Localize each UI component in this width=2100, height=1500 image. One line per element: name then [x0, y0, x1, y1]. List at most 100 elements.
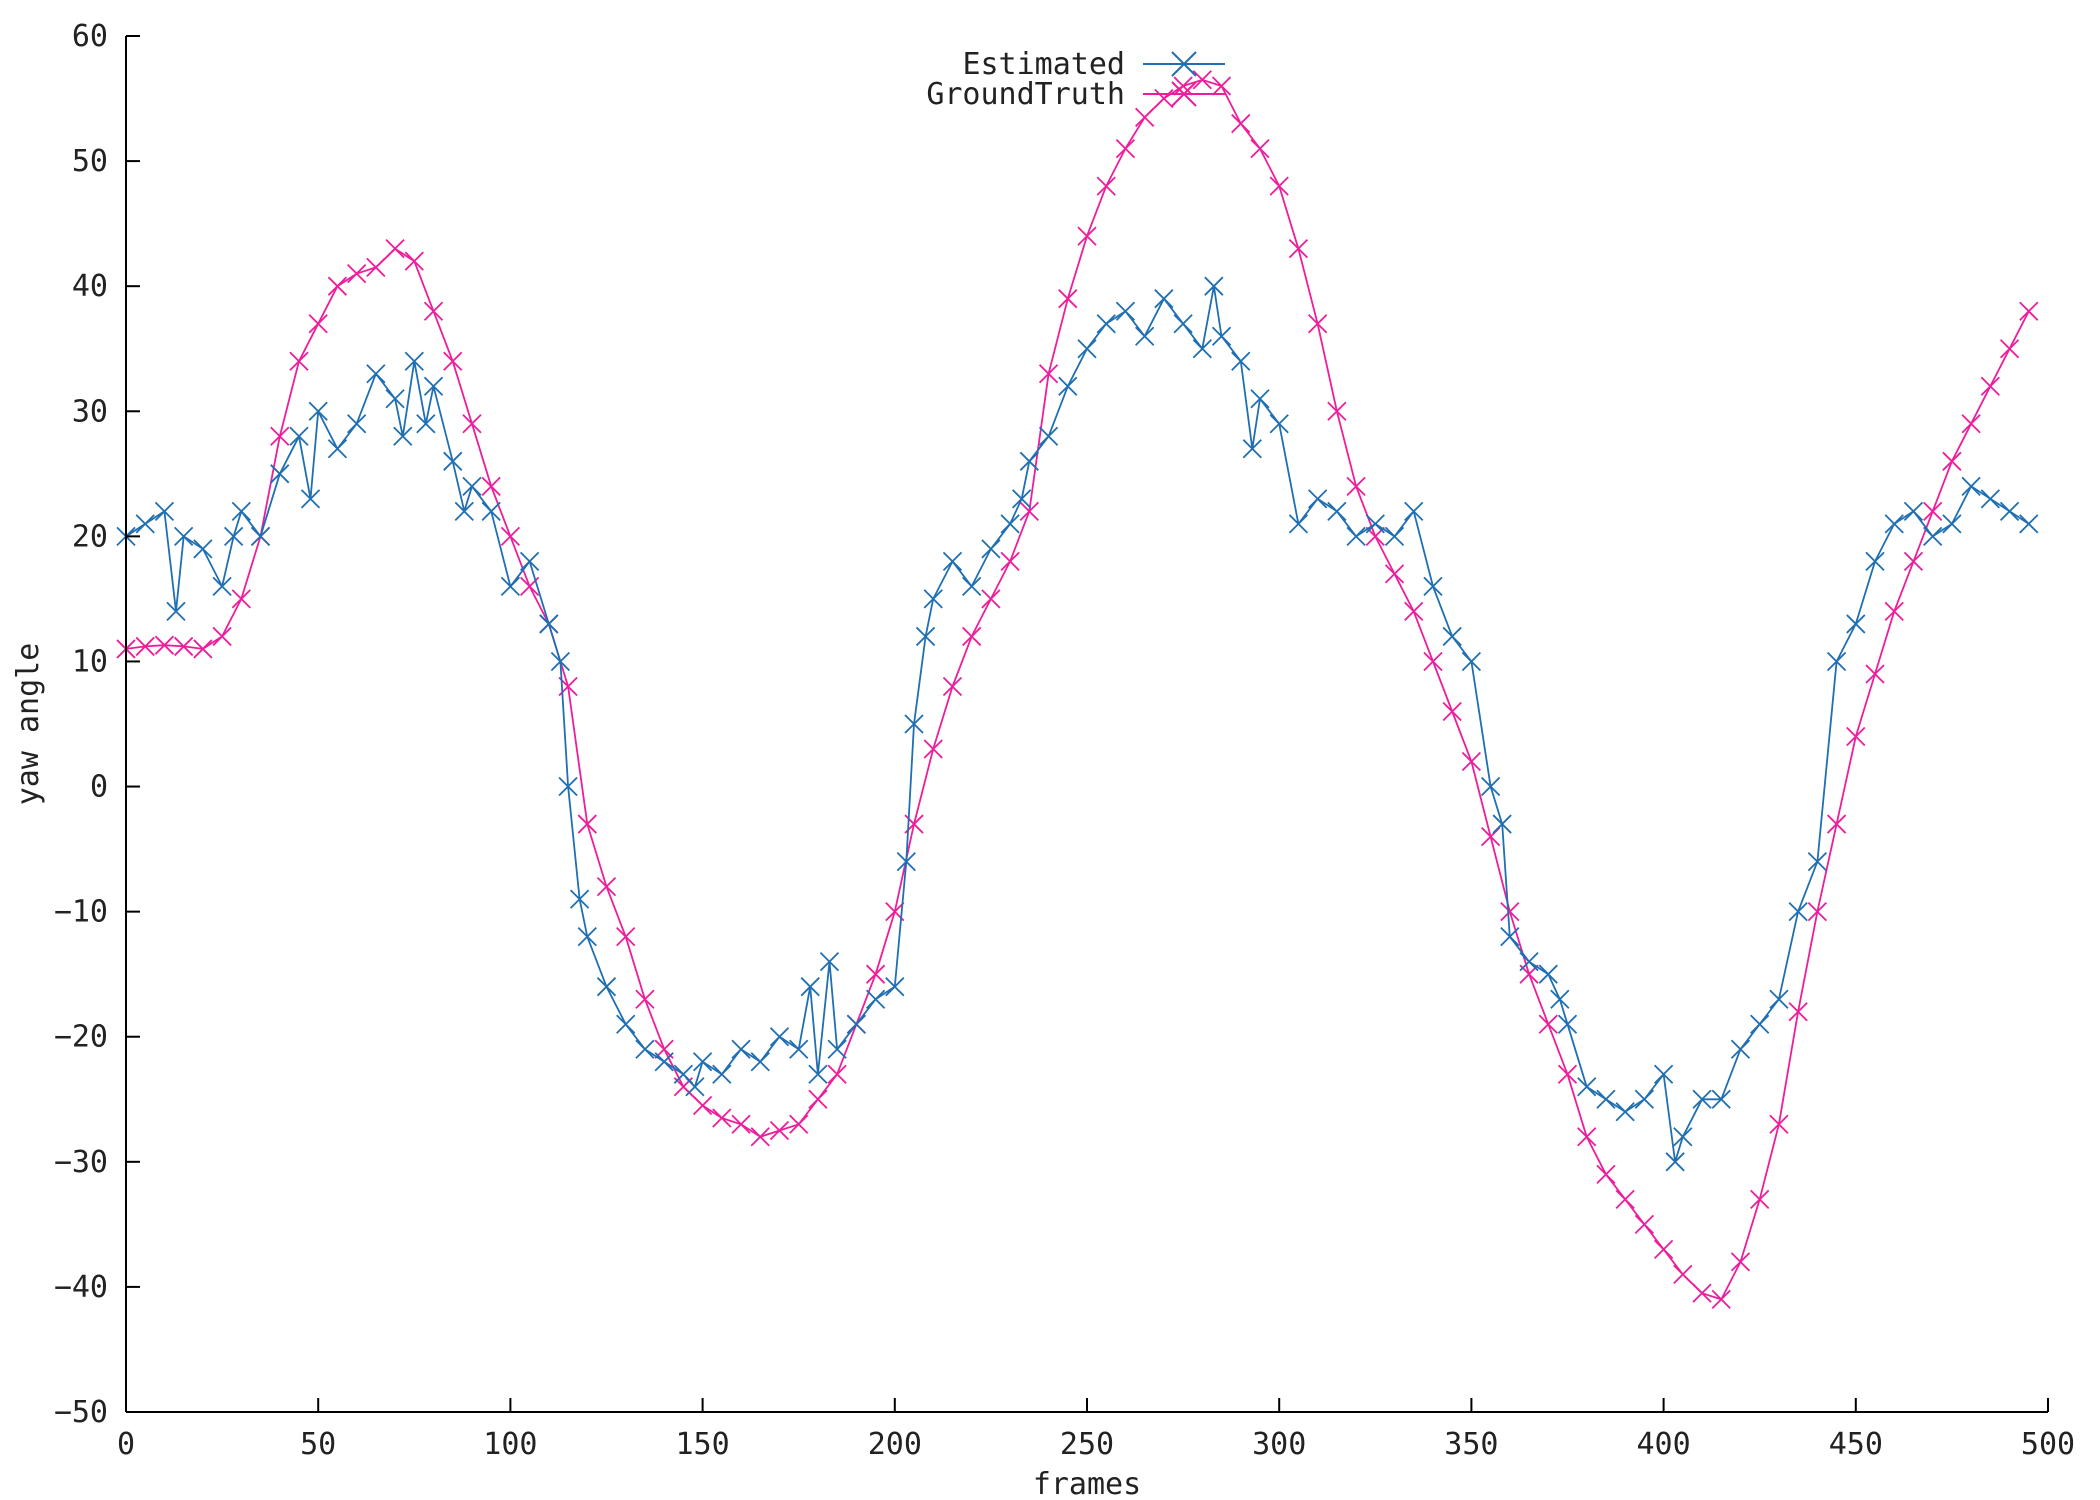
data-point-estimated [193, 539, 213, 559]
data-point-groundtruth [1846, 726, 1866, 747]
data-point-estimated [1019, 451, 1039, 471]
data-point-estimated [1826, 651, 1847, 672]
data-point-groundtruth [1673, 1264, 1693, 1285]
data-point-estimated [1442, 626, 1462, 647]
data-point-groundtruth [596, 876, 617, 897]
data-point-estimated [685, 1077, 705, 1097]
data-point-estimated [1461, 651, 1482, 672]
series-line-groundtruth [125, 78, 2030, 1301]
data-point-groundtruth [1461, 751, 1482, 772]
data-point-estimated [366, 364, 386, 384]
data-point-groundtruth [1173, 76, 1193, 96]
data-point-groundtruth [577, 814, 597, 834]
x-tick-label: 350 [1444, 1427, 1498, 1462]
data-point-estimated [416, 414, 436, 434]
y-tick-label: −30 [54, 1145, 108, 1180]
data-point-groundtruth [1019, 501, 1039, 521]
data-point-groundtruth [865, 964, 886, 984]
data-point-estimated [846, 1014, 866, 1034]
data-point-estimated [942, 551, 963, 572]
data-point-groundtruth [443, 351, 463, 371]
data-point-groundtruth [366, 257, 386, 278]
data-point-estimated [962, 576, 982, 597]
data-point-estimated [1846, 614, 1866, 634]
data-point-groundtruth [135, 636, 155, 657]
data-point-estimated [1012, 489, 1032, 509]
data-point-estimated [1000, 514, 1020, 534]
data-point-estimated [154, 501, 175, 521]
x-tick-label: 50 [300, 1427, 336, 1462]
data-point-estimated [1750, 1014, 1770, 1034]
data-point-groundtruth [692, 1095, 713, 1116]
data-point-groundtruth [1384, 564, 1405, 584]
x-tick-label: 300 [1252, 1427, 1306, 1462]
data-point-estimated [769, 1027, 790, 1047]
data-point-estimated [174, 526, 194, 547]
data-point-estimated [865, 989, 886, 1009]
data-point-estimated [1923, 526, 1943, 547]
data-point-estimated [1673, 1127, 1693, 1147]
data-point-estimated [1038, 426, 1059, 446]
data-point-estimated [1596, 1089, 1616, 1109]
data-point-estimated [692, 1052, 713, 1072]
data-point-estimated [1135, 326, 1155, 346]
data-point-estimated [1961, 476, 1981, 496]
data-point-groundtruth [1903, 551, 1924, 572]
data-point-groundtruth [1942, 451, 1962, 471]
data-point-groundtruth [1423, 651, 1443, 672]
data-point-groundtruth [1308, 314, 1328, 334]
data-point-estimated [166, 601, 186, 622]
data-point-groundtruth [616, 927, 636, 947]
data-point-groundtruth [1711, 1289, 1731, 1310]
data-point-estimated [712, 1064, 732, 1084]
data-point-groundtruth [462, 414, 482, 434]
data-point-estimated [500, 576, 521, 597]
data-point-estimated [1192, 339, 1212, 359]
data-point-estimated [550, 651, 571, 672]
data-point-groundtruth [827, 1064, 847, 1084]
data-point-estimated [1404, 501, 1424, 521]
data-point-estimated [1550, 989, 1570, 1009]
data-point-estimated [1769, 989, 1789, 1009]
data-point-estimated [404, 351, 424, 371]
data-point-groundtruth [1557, 1064, 1578, 1084]
data-point-estimated [135, 514, 155, 534]
series-line-estimated [125, 285, 2030, 1163]
data-point-groundtruth [923, 739, 943, 759]
data-point-estimated [558, 776, 578, 797]
data-point-estimated [923, 589, 943, 609]
data-point-groundtruth [769, 1120, 790, 1141]
data-point-groundtruth [962, 626, 982, 647]
y-tick-label: −40 [54, 1270, 108, 1305]
data-point-estimated [577, 927, 597, 947]
data-point-estimated [327, 439, 348, 459]
data-point-estimated [539, 614, 559, 634]
data-point-estimated [1211, 326, 1232, 346]
data-point-groundtruth [1596, 1164, 1616, 1184]
data-point-estimated [308, 401, 328, 421]
data-point-estimated [827, 1039, 847, 1059]
x-tick-label: 450 [1829, 1427, 1883, 1462]
data-point-estimated [981, 539, 1001, 559]
data-point-groundtruth [1980, 376, 2000, 396]
x-tick-label: 100 [483, 1427, 537, 1462]
data-point-groundtruth [193, 639, 213, 659]
data-point-groundtruth [1346, 476, 1366, 496]
data-point-groundtruth [385, 239, 405, 259]
data-point-groundtruth [731, 1114, 751, 1134]
x-axis-label: frames [1033, 1467, 1141, 1500]
x-tick-label: 250 [1060, 1427, 1114, 1462]
data-point-estimated [443, 451, 463, 471]
data-point-estimated [462, 476, 482, 496]
data-point-groundtruth [308, 314, 328, 334]
data-point-estimated [454, 501, 474, 521]
legend-marker-groundtruth [1171, 81, 1197, 107]
data-point-estimated [1653, 1064, 1674, 1084]
data-point-estimated [800, 977, 820, 997]
data-point-estimated [1557, 1014, 1578, 1034]
data-point-estimated [1242, 439, 1262, 459]
data-point-estimated [731, 1039, 751, 1059]
data-point-estimated [1942, 514, 1962, 534]
data-point-estimated [1577, 1077, 1597, 1097]
